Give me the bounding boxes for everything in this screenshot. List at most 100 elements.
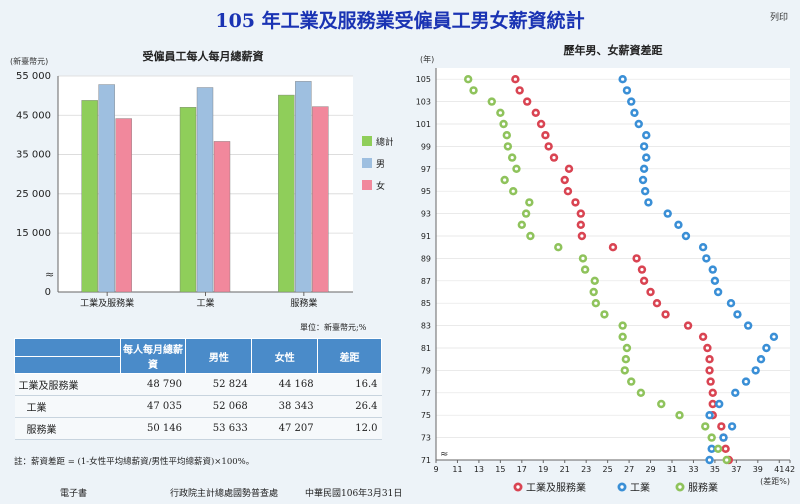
x-tick-label: 工業及服務業 xyxy=(80,297,134,309)
data-point-center xyxy=(730,424,734,428)
print-link[interactable]: 列印 xyxy=(769,13,788,23)
data-point-center xyxy=(648,290,653,294)
legend-label: 工業 xyxy=(630,481,650,494)
axis-break-mark: ≈ xyxy=(440,449,448,460)
data-point-center xyxy=(513,77,517,81)
data-point-center xyxy=(593,279,597,283)
data-point-center xyxy=(707,357,712,361)
data-point-center xyxy=(552,156,556,160)
cell-gap: 26.4 xyxy=(317,395,382,418)
data-point-center xyxy=(466,77,470,81)
row-label: 工業 xyxy=(14,395,121,418)
axis-break-mark: ≈ xyxy=(45,268,54,281)
data-point-center xyxy=(579,212,583,216)
x-tick-label: 19 xyxy=(538,465,548,474)
legend-label: 服務業 xyxy=(688,481,718,494)
data-point-center xyxy=(643,189,647,193)
y-tick-label: 87 xyxy=(421,277,431,286)
bar xyxy=(295,81,312,293)
bar xyxy=(196,87,214,293)
x-tick-label: 42 xyxy=(785,465,795,474)
plot-area xyxy=(436,68,790,460)
cell-male: 52 068 xyxy=(185,395,252,418)
data-point-center xyxy=(719,424,723,428)
legend-label: 工業及服務業 xyxy=(526,481,586,494)
data-point-center xyxy=(711,391,715,395)
x-tick-label: 31 xyxy=(667,465,677,474)
x-tick-label: 服務業 xyxy=(290,297,317,309)
bar-chart-panel: 受僱員工每人每月總薪資 (新臺幣元) 0 15 000 25 000 35 000 45 0… xyxy=(8,36,394,448)
data-point-center xyxy=(716,447,720,451)
data-point-center xyxy=(754,368,758,372)
chart-title: 受僱員工每人每月總薪資 xyxy=(143,49,264,63)
row-label: 服務業 xyxy=(14,417,121,440)
y-tick-label: 99 xyxy=(421,142,431,151)
cell-total: 50 146 xyxy=(120,417,186,440)
y-tick-label: 85 xyxy=(421,299,431,308)
y-tick-label: 75 xyxy=(421,411,431,420)
data-point-center xyxy=(772,335,776,339)
data-point-center xyxy=(639,391,643,395)
legend-swatch xyxy=(362,158,372,168)
data-point-center xyxy=(547,144,551,148)
y-tick-label: 55 000 xyxy=(16,71,51,82)
cell-gap: 16.4 xyxy=(317,373,382,396)
header-total: 每人每月總薪資 xyxy=(119,338,187,374)
y-tick-label: 83 xyxy=(421,322,431,331)
y-tick-label: 15 000 xyxy=(16,228,51,239)
data-point-center xyxy=(710,447,714,451)
table-row: 服務業 50 146 53 633 47 207 12.0 xyxy=(14,417,382,440)
legend-swatch xyxy=(362,180,372,190)
y-tick-label: 0 xyxy=(45,287,51,298)
cell-female: 44 168 xyxy=(251,373,318,396)
data-point-center xyxy=(621,324,625,328)
data-point-center xyxy=(642,167,646,171)
data-point-center xyxy=(621,77,625,81)
data-point-center xyxy=(632,111,637,115)
data-point-center xyxy=(711,268,715,272)
y-tick-label: 103 xyxy=(416,98,431,107)
ebook-link[interactable]: 電子書 xyxy=(60,489,88,499)
data-point-center xyxy=(518,88,522,92)
bar xyxy=(213,141,231,293)
y-axis-label: (年) xyxy=(420,54,434,64)
data-point-center xyxy=(686,324,690,328)
data-point-center xyxy=(705,346,709,350)
data-point-center xyxy=(505,133,509,137)
x-tick-label: 17 xyxy=(517,465,527,474)
data-point-center xyxy=(646,200,650,204)
publisher: 行政院主計總處國勢普查處 xyxy=(170,489,279,499)
data-point-center xyxy=(717,402,721,406)
data-point-center xyxy=(666,212,670,216)
data-point-center xyxy=(543,133,548,137)
header-gap: 差距 xyxy=(317,338,382,374)
data-point-center xyxy=(524,212,528,216)
data-point-center xyxy=(716,290,720,294)
legend-label: 總計 xyxy=(376,136,393,148)
legend-label: 女 xyxy=(376,180,385,192)
y-tick-label: 45 000 xyxy=(16,110,51,121)
cell-total: 47 035 xyxy=(120,395,186,418)
x-tick-label: 21 xyxy=(560,465,570,474)
data-point-center xyxy=(707,368,712,372)
data-point-center xyxy=(625,88,629,92)
y-tick-label: 105 xyxy=(416,75,431,84)
data-point-center xyxy=(733,391,737,395)
data-point-center xyxy=(621,335,625,339)
data-point-center xyxy=(701,335,705,339)
corner-header xyxy=(14,338,121,357)
table-row: 工業及服務業 48 790 52 824 44 168 16.4 xyxy=(14,373,382,396)
cell-total: 48 790 xyxy=(120,373,186,396)
data-point-center xyxy=(583,268,587,272)
cell-gap: 12.0 xyxy=(317,417,382,440)
data-point-center xyxy=(663,312,668,316)
legend-marker-center xyxy=(620,485,624,489)
data-point-center xyxy=(556,245,560,249)
data-point-center xyxy=(510,156,514,160)
data-point-center xyxy=(640,268,644,272)
legend-marker-center xyxy=(516,485,520,489)
unit-note: 單位：新臺幣元;% xyxy=(300,323,367,332)
data-point-center xyxy=(710,436,714,440)
x-tick-label: 37 xyxy=(731,465,741,474)
data-point-center xyxy=(629,380,633,384)
